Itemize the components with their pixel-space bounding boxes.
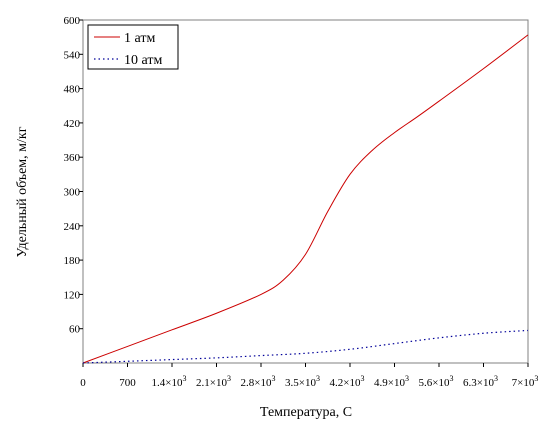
y-tick-label: 480 [64,84,81,96]
x-tick-label: 6.3×103 [463,374,498,389]
legend-label-10atm: 10 атм [124,53,162,68]
y-tick-label: 240 [64,221,81,233]
y-tick-label: 360 [64,152,81,164]
y-tick-label: 300 [64,187,81,199]
y-tick-label: 600 [64,15,81,27]
plot-frame [82,19,529,364]
series-line-10atm [82,329,529,364]
x-axis-ticks: 0 700 1.4×103 2.1×103 2.8×103 3.5×103 4.2×103 4… [80,363,538,389]
series-layer [82,34,529,364]
x-tick-exponent: 3 [405,374,409,383]
x-tick-exponent: 3 [271,374,275,383]
y-tick-label: 180 [64,255,81,267]
legend-box [87,24,179,70]
x-tick-exponent: 3 [316,374,320,383]
x-axis-title: Температура, С [260,405,352,420]
x-tick-label: 1.4×103 [152,374,187,389]
x-tick-exponent: 3 [534,374,538,383]
x-tick-exponent: 3 [449,374,453,383]
x-tick-exponent: 3 [227,374,231,383]
legend-label-1atm: 1 атм [124,31,155,46]
series-line-1atm [82,34,529,364]
x-tick-exponent: 3 [494,374,498,383]
y-tick-label: 60 [69,324,81,336]
x-tick-label: 700 [119,377,136,389]
x-tick-label: 3.5×103 [285,374,320,389]
x-tick-exponent: 3 [182,374,186,383]
x-tick-label: 7×103 [512,374,539,389]
y-tick-label: 120 [64,289,81,301]
x-tick-exponent: 3 [360,374,364,383]
x-tick-label: 0 [80,377,86,389]
x-tick-label: 5.6×103 [419,374,454,389]
y-axis-ticks: 60 120 180 240 300 360 420 480 540 600 [64,15,83,336]
x-tick-label: 4.9×103 [374,374,409,389]
x-tick-label: 4.2×103 [330,374,365,389]
x-tick-label: 2.8×103 [241,374,276,389]
legend: 1 атм 10 атм [87,24,179,70]
y-tick-label: 540 [64,49,81,61]
x-tick-label: 2.1×103 [196,374,231,389]
y-tick-label: 420 [64,118,81,130]
y-axis-title: Удельный объем, м/кг [15,126,30,257]
